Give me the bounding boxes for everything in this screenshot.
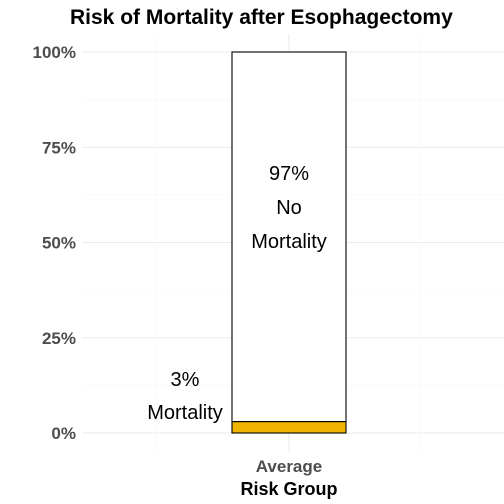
y-tick-label: 25% [42, 329, 76, 348]
y-tick-label: 100% [33, 43, 76, 62]
bars [231, 51, 347, 434]
bar-segment-2 [231, 51, 347, 423]
annotation-label: 3% [171, 369, 200, 391]
annotation-label: Mortality [251, 231, 327, 253]
annotation-label: No [276, 197, 302, 219]
bar-segment-1 [231, 421, 347, 434]
chart-title: Risk of Mortality after Esophagectomy [70, 6, 453, 29]
x-axis-label: Risk Group [240, 479, 337, 499]
annotation-label: Mortality [147, 402, 223, 424]
x-axis-ticks: Average [256, 457, 322, 476]
y-tick-label: 75% [42, 138, 76, 157]
y-axis-ticks: 0% 25% 50% 75% 100% [33, 43, 76, 443]
annotations: 3% Mortality 97% No Mortality [147, 163, 327, 424]
x-tick-label: Average [256, 457, 322, 476]
annotation-label: 97% [269, 163, 309, 185]
y-tick-label: 50% [42, 234, 76, 253]
y-tick-label: 0% [51, 424, 76, 443]
